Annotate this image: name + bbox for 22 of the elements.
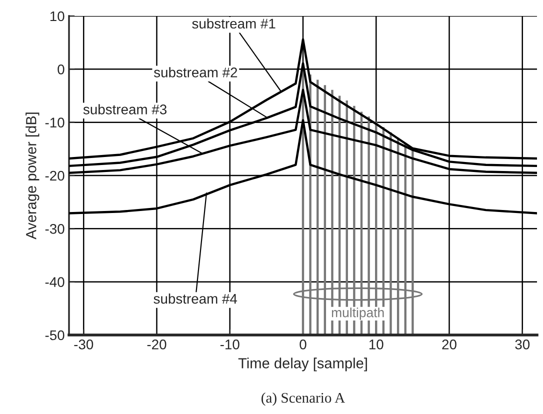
y-axis-title: Average power [dB]	[26, 112, 40, 240]
annotation: substream #1	[192, 18, 276, 29]
annotation: substream #3	[83, 104, 167, 114]
annotation: substream #2	[154, 67, 238, 78]
x-axis-title: Time delay [sample]	[238, 358, 367, 372]
x-tick-label: -20	[147, 340, 166, 350]
x-tick-label: 10	[369, 340, 384, 350]
x-tick-label: -30	[74, 340, 94, 350]
y-tick-label: -40	[45, 277, 64, 288]
y-tick-label: -20	[45, 170, 64, 181]
y-tick-label: 0	[58, 64, 64, 74]
x-tick-label: 30	[515, 340, 530, 350]
text: (a) Scenario A	[262, 392, 346, 406]
x-tick-label: 20	[442, 340, 456, 350]
x-tick-label: 0	[300, 340, 306, 350]
annotation: substream #4	[154, 294, 238, 304]
y-tick-label: -30	[45, 224, 64, 234]
y-tick-label: -50	[45, 330, 64, 340]
annotation: multipath	[332, 308, 384, 320]
x-tick-label: -10	[220, 340, 240, 350]
y-tick-label: -10	[45, 118, 64, 128]
y-tick-label: 10	[50, 11, 64, 22]
